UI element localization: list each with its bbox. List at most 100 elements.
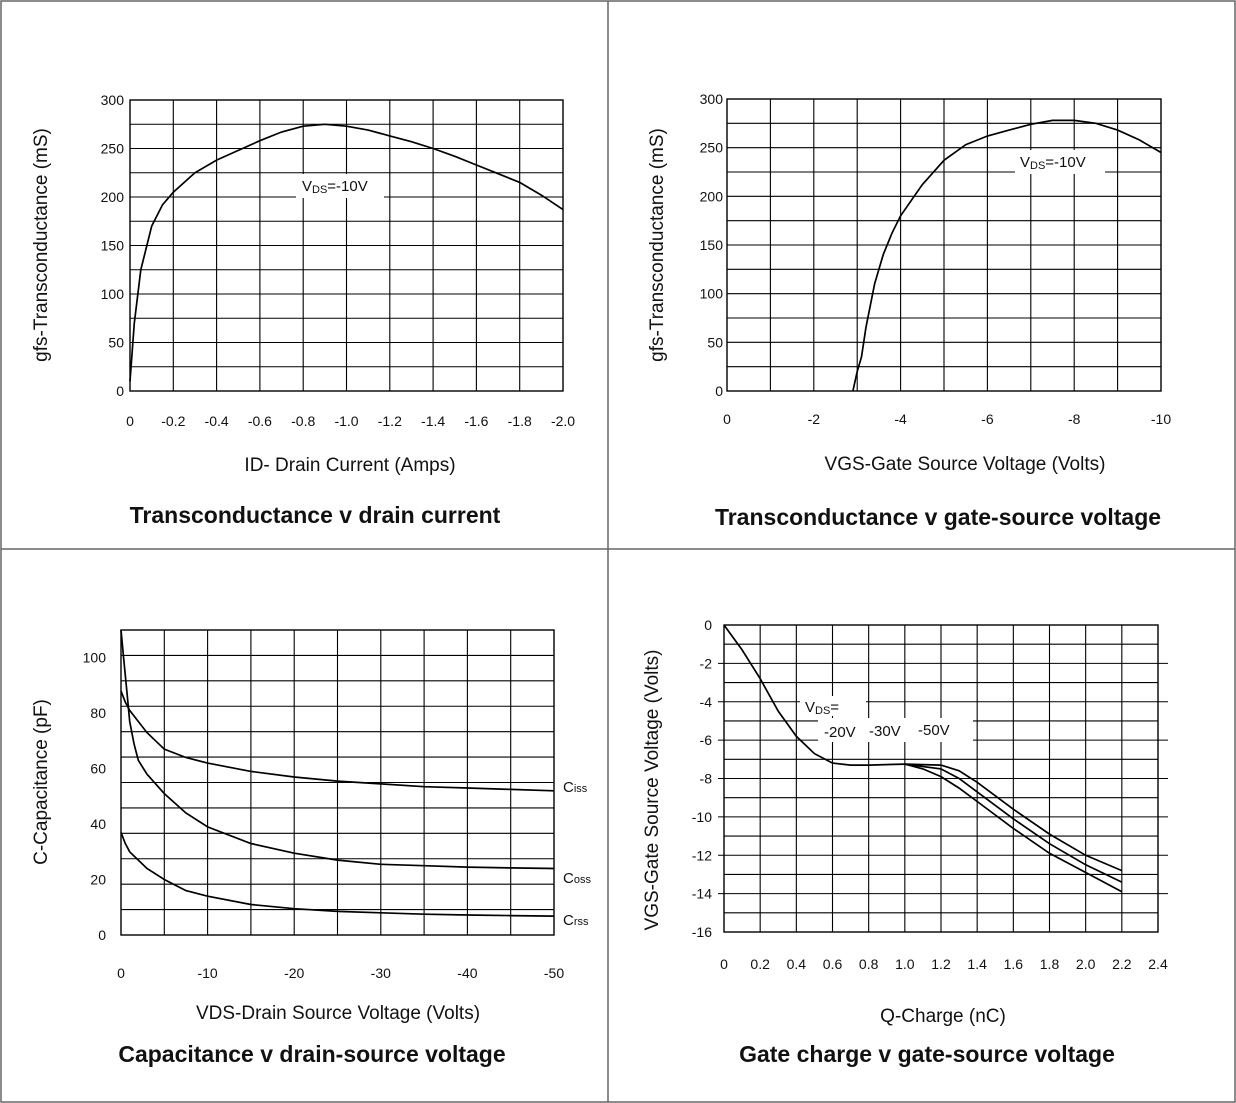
x-tick-label: 0.4 xyxy=(787,956,807,972)
y-tick-label: 0 xyxy=(704,617,712,633)
series-label-20v: -20V xyxy=(824,724,856,741)
chart-capacitance-vs-drain-source-voltage: C-Capacitance (pF) VDS-Drain Source Volt… xyxy=(31,629,591,1067)
y-tick-label: 40 xyxy=(90,816,106,832)
x-tick-label: 2.4 xyxy=(1148,956,1168,972)
series-line-30v xyxy=(904,763,1123,883)
y-tick-label: 250 xyxy=(101,141,125,157)
x-tick-label: 1.0 xyxy=(895,956,915,972)
y-tick-label: -4 xyxy=(700,694,713,710)
y-tick-label: -2 xyxy=(700,655,713,671)
y-tick-label: 20 xyxy=(90,872,106,888)
y-tick-label: -16 xyxy=(692,924,712,940)
series-line-ciss xyxy=(120,690,555,792)
vds-annotation: VDS=-10V xyxy=(1015,150,1105,174)
series-line xyxy=(852,119,1162,392)
svg-text:VDS=-10V: VDS=-10V xyxy=(1020,154,1086,172)
x-tick-label: -1.6 xyxy=(464,413,488,429)
svg-text:VDS=-10V: VDS=-10V xyxy=(302,178,368,196)
series-line-crss xyxy=(120,832,555,917)
x-tick-label: -1.0 xyxy=(334,413,358,429)
y-tick-label: 0 xyxy=(98,927,106,943)
x-tick-label: -2 xyxy=(808,411,821,427)
y-tick-label: 50 xyxy=(707,334,723,350)
x-tick-label: 1.2 xyxy=(931,956,951,972)
y-tick-label: 250 xyxy=(700,140,724,156)
y-tick-label: 100 xyxy=(101,286,125,302)
x-tick-label: -0.2 xyxy=(161,413,185,429)
y-tick-label: 150 xyxy=(101,238,125,254)
x-tick-label: -0.8 xyxy=(291,413,315,429)
y-axis-label: gfs-Transconductance (mS) xyxy=(31,128,52,362)
y-tick-label: 100 xyxy=(700,286,724,302)
x-tick-label: -0.4 xyxy=(205,413,229,429)
vds-annotation: VDS=-10V xyxy=(296,174,384,198)
vds-annotation: VDS= -20V -30V -50V xyxy=(800,696,973,742)
y-tick-label: 150 xyxy=(700,237,724,253)
x-tick-label: -1.2 xyxy=(378,413,402,429)
y-axis-label: gfs-Transconductance (mS) xyxy=(647,128,668,362)
y-tick-label: 100 xyxy=(83,650,107,666)
chart-title: Transconductance v drain current xyxy=(130,502,501,528)
y-tick-label: 200 xyxy=(101,189,125,205)
chart-transconductance-vs-gate-source-voltage: gfs-Transconductance (mS) VGS-Gate Sourc… xyxy=(647,91,1171,530)
y-axis-label: C-Capacitance (pF) xyxy=(31,699,52,865)
x-tick-label: 0.6 xyxy=(823,956,843,972)
y-tick-label: 0 xyxy=(715,383,723,399)
y-tick-label: 200 xyxy=(700,188,724,204)
series-label-50v: -50V xyxy=(918,722,950,739)
x-tick-label: 0.8 xyxy=(859,956,879,972)
x-tick-label: -0.6 xyxy=(248,413,272,429)
x-tick-label: -4 xyxy=(894,411,907,427)
y-tick-label: 0 xyxy=(116,383,124,399)
x-tick-label: -50 xyxy=(544,965,564,981)
x-tick-label: -10 xyxy=(197,965,217,981)
series-line xyxy=(129,123,564,382)
chart-gate-charge-vs-gate-source-voltage: VGS-Gate Source Voltage (Volts) Q-Charge… xyxy=(642,617,1168,1067)
x-tick-label: 2.0 xyxy=(1076,956,1096,972)
x-tick-label: 2.2 xyxy=(1112,956,1132,972)
x-tick-label: 1.4 xyxy=(967,956,987,972)
x-tick-label: 0.2 xyxy=(750,956,770,972)
series-line-20v xyxy=(723,624,1123,893)
y-tick-label: 50 xyxy=(108,335,124,351)
legend-label-ciss: Ciss xyxy=(563,779,588,796)
x-tick-label: -8 xyxy=(1068,411,1081,427)
x-tick-label: -40 xyxy=(457,965,477,981)
y-tick-label: -14 xyxy=(692,886,712,902)
x-tick-label: -20 xyxy=(284,965,304,981)
x-tick-label: -1.4 xyxy=(421,413,445,429)
x-tick-label: 1.8 xyxy=(1040,956,1060,972)
chart-title: Gate charge v gate-source voltage xyxy=(739,1041,1115,1067)
series-label-30v: -30V xyxy=(869,723,901,740)
y-tick-label: 80 xyxy=(90,705,106,721)
y-tick-label: -10 xyxy=(692,809,712,825)
chart-title: Capacitance v drain-source voltage xyxy=(118,1041,505,1067)
y-tick-label: -8 xyxy=(700,771,713,787)
chart-transconductance-vs-drain-current: gfs-Transconductance (mS) ID- Drain Curr… xyxy=(31,92,575,528)
legend-label-crss: Crss xyxy=(563,912,589,929)
series-line-coss xyxy=(120,629,555,870)
y-axis-label: VGS-Gate Source Voltage (Volts) xyxy=(642,650,663,931)
x-tick-label: 0 xyxy=(723,411,731,427)
legend-label-coss: Coss xyxy=(563,870,591,887)
y-tick-label: 60 xyxy=(90,761,106,777)
x-axis-label: VGS-Gate Source Voltage (Volts) xyxy=(825,454,1106,475)
x-tick-label: -30 xyxy=(371,965,391,981)
y-tick-label: 300 xyxy=(101,92,125,108)
x-tick-label: -1.8 xyxy=(508,413,532,429)
x-tick-label: 0 xyxy=(117,965,125,981)
chart-title: Transconductance v gate-source voltage xyxy=(715,504,1161,530)
x-tick-label: 0 xyxy=(126,413,134,429)
y-tick-label: -12 xyxy=(692,847,712,863)
x-axis-label: Q-Charge (nC) xyxy=(880,1006,1006,1027)
y-tick-label: -6 xyxy=(700,732,713,748)
x-axis-label: VDS-Drain Source Voltage (Volts) xyxy=(196,1003,480,1024)
x-tick-label: -10 xyxy=(1151,411,1171,427)
x-tick-label: -2.0 xyxy=(551,413,575,429)
x-tick-label: -6 xyxy=(981,411,994,427)
y-tick-label: 300 xyxy=(700,91,724,107)
svg-text:VDS=: VDS= xyxy=(805,699,839,717)
x-axis-label: ID- Drain Current (Amps) xyxy=(244,455,455,476)
